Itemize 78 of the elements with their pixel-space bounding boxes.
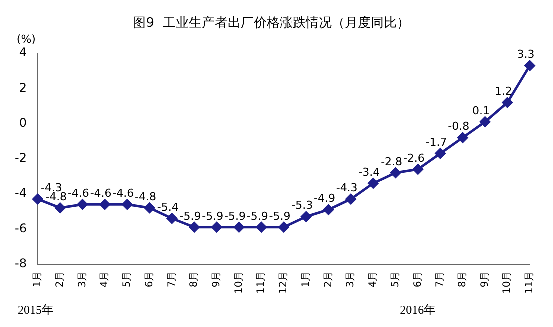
point xyxy=(189,222,200,233)
y-tick-label: 2 xyxy=(19,80,27,95)
x-tick-label: 5月 xyxy=(122,271,134,288)
point xyxy=(368,178,379,189)
chart-title: 图9 工业生产者出厂价格涨跌情况（月度同比） xyxy=(133,15,410,32)
x-tick-label: 1月 xyxy=(32,271,44,288)
data-label: -5.9 xyxy=(269,210,291,223)
data-label: -4.3 xyxy=(336,182,358,195)
x-tick-label: 1月 xyxy=(300,271,312,288)
x-tick-label: 2月 xyxy=(54,271,66,288)
data-label: -4.8 xyxy=(135,190,157,204)
point xyxy=(122,199,133,210)
data-label: 0.1 xyxy=(472,104,490,118)
point xyxy=(323,204,334,216)
data-label: -2.6 xyxy=(403,152,425,165)
point xyxy=(100,199,110,210)
point xyxy=(234,222,244,233)
x-tick-label: 8月 xyxy=(458,271,468,288)
data-label: 1.2 xyxy=(494,85,512,98)
x-tick-label: 9月 xyxy=(480,271,491,288)
data-label: -4.9 xyxy=(314,192,336,206)
y-tick-label: 0 xyxy=(19,116,27,130)
point xyxy=(346,194,356,205)
point xyxy=(55,202,66,214)
x-tick-label: 3月 xyxy=(77,271,88,288)
data-label: -4.6 xyxy=(112,186,134,200)
point xyxy=(435,148,446,159)
point xyxy=(412,164,424,175)
point xyxy=(166,213,178,224)
point xyxy=(390,168,402,178)
x-tick-label: 7月 xyxy=(166,271,178,288)
data-label: -4.6 xyxy=(68,186,90,200)
point xyxy=(32,194,44,205)
x-tick-label: 11月 xyxy=(524,271,536,294)
point xyxy=(212,222,222,233)
x-tick-label: 2月 xyxy=(323,271,334,288)
data-label: -5.9 xyxy=(180,210,202,223)
point xyxy=(77,199,88,210)
data-label: -5.9 xyxy=(246,210,268,223)
y-tick-label: -2 xyxy=(14,151,27,166)
x-tick-label: 11月 xyxy=(256,271,268,294)
data-label: -0.8 xyxy=(448,120,470,134)
x-tick-label: 8月 xyxy=(189,271,200,288)
data-label: -2.8 xyxy=(381,155,403,168)
point xyxy=(256,222,267,233)
x-tick-label: 10月 xyxy=(234,271,245,294)
data-label: -5.4 xyxy=(157,200,179,214)
y-tick-label: -8 xyxy=(14,256,27,270)
data-label: -5.9 xyxy=(202,210,224,223)
data-label: -1.7 xyxy=(426,136,448,150)
x-tick-label: 5月 xyxy=(390,271,402,288)
x-tick-label: 6月 xyxy=(144,271,156,288)
text: 2015年 xyxy=(18,303,54,318)
point xyxy=(278,222,290,233)
text: 2016年 xyxy=(400,303,436,318)
data-label: -4.6 xyxy=(90,186,112,200)
data-label: 3.3 xyxy=(517,48,535,62)
y-tick-label: 4 xyxy=(19,46,27,60)
x-tick-label: 9月 xyxy=(211,271,222,288)
data-label: -5.3 xyxy=(292,199,314,212)
y-tick-label: -4 xyxy=(14,186,27,200)
x-tick-label: 4月 xyxy=(100,271,111,288)
y-tick-label: -6 xyxy=(14,221,27,236)
point xyxy=(458,132,468,144)
point xyxy=(144,202,156,214)
point xyxy=(301,212,312,222)
point xyxy=(480,116,491,128)
x-tick-label: 6月 xyxy=(412,271,424,288)
x-tick-label: 3月 xyxy=(346,271,357,288)
x-tick-label: 10月 xyxy=(502,271,514,294)
point xyxy=(524,60,536,72)
y-axis-title: (%) xyxy=(16,32,36,46)
x-tick-label: 4月 xyxy=(368,271,380,288)
x-tick-label: 7月 xyxy=(435,271,446,288)
data-label: -5.9 xyxy=(224,210,246,223)
data-label: -3.4 xyxy=(358,166,380,179)
point xyxy=(502,98,513,108)
x-tick-label: 12月 xyxy=(278,271,290,294)
